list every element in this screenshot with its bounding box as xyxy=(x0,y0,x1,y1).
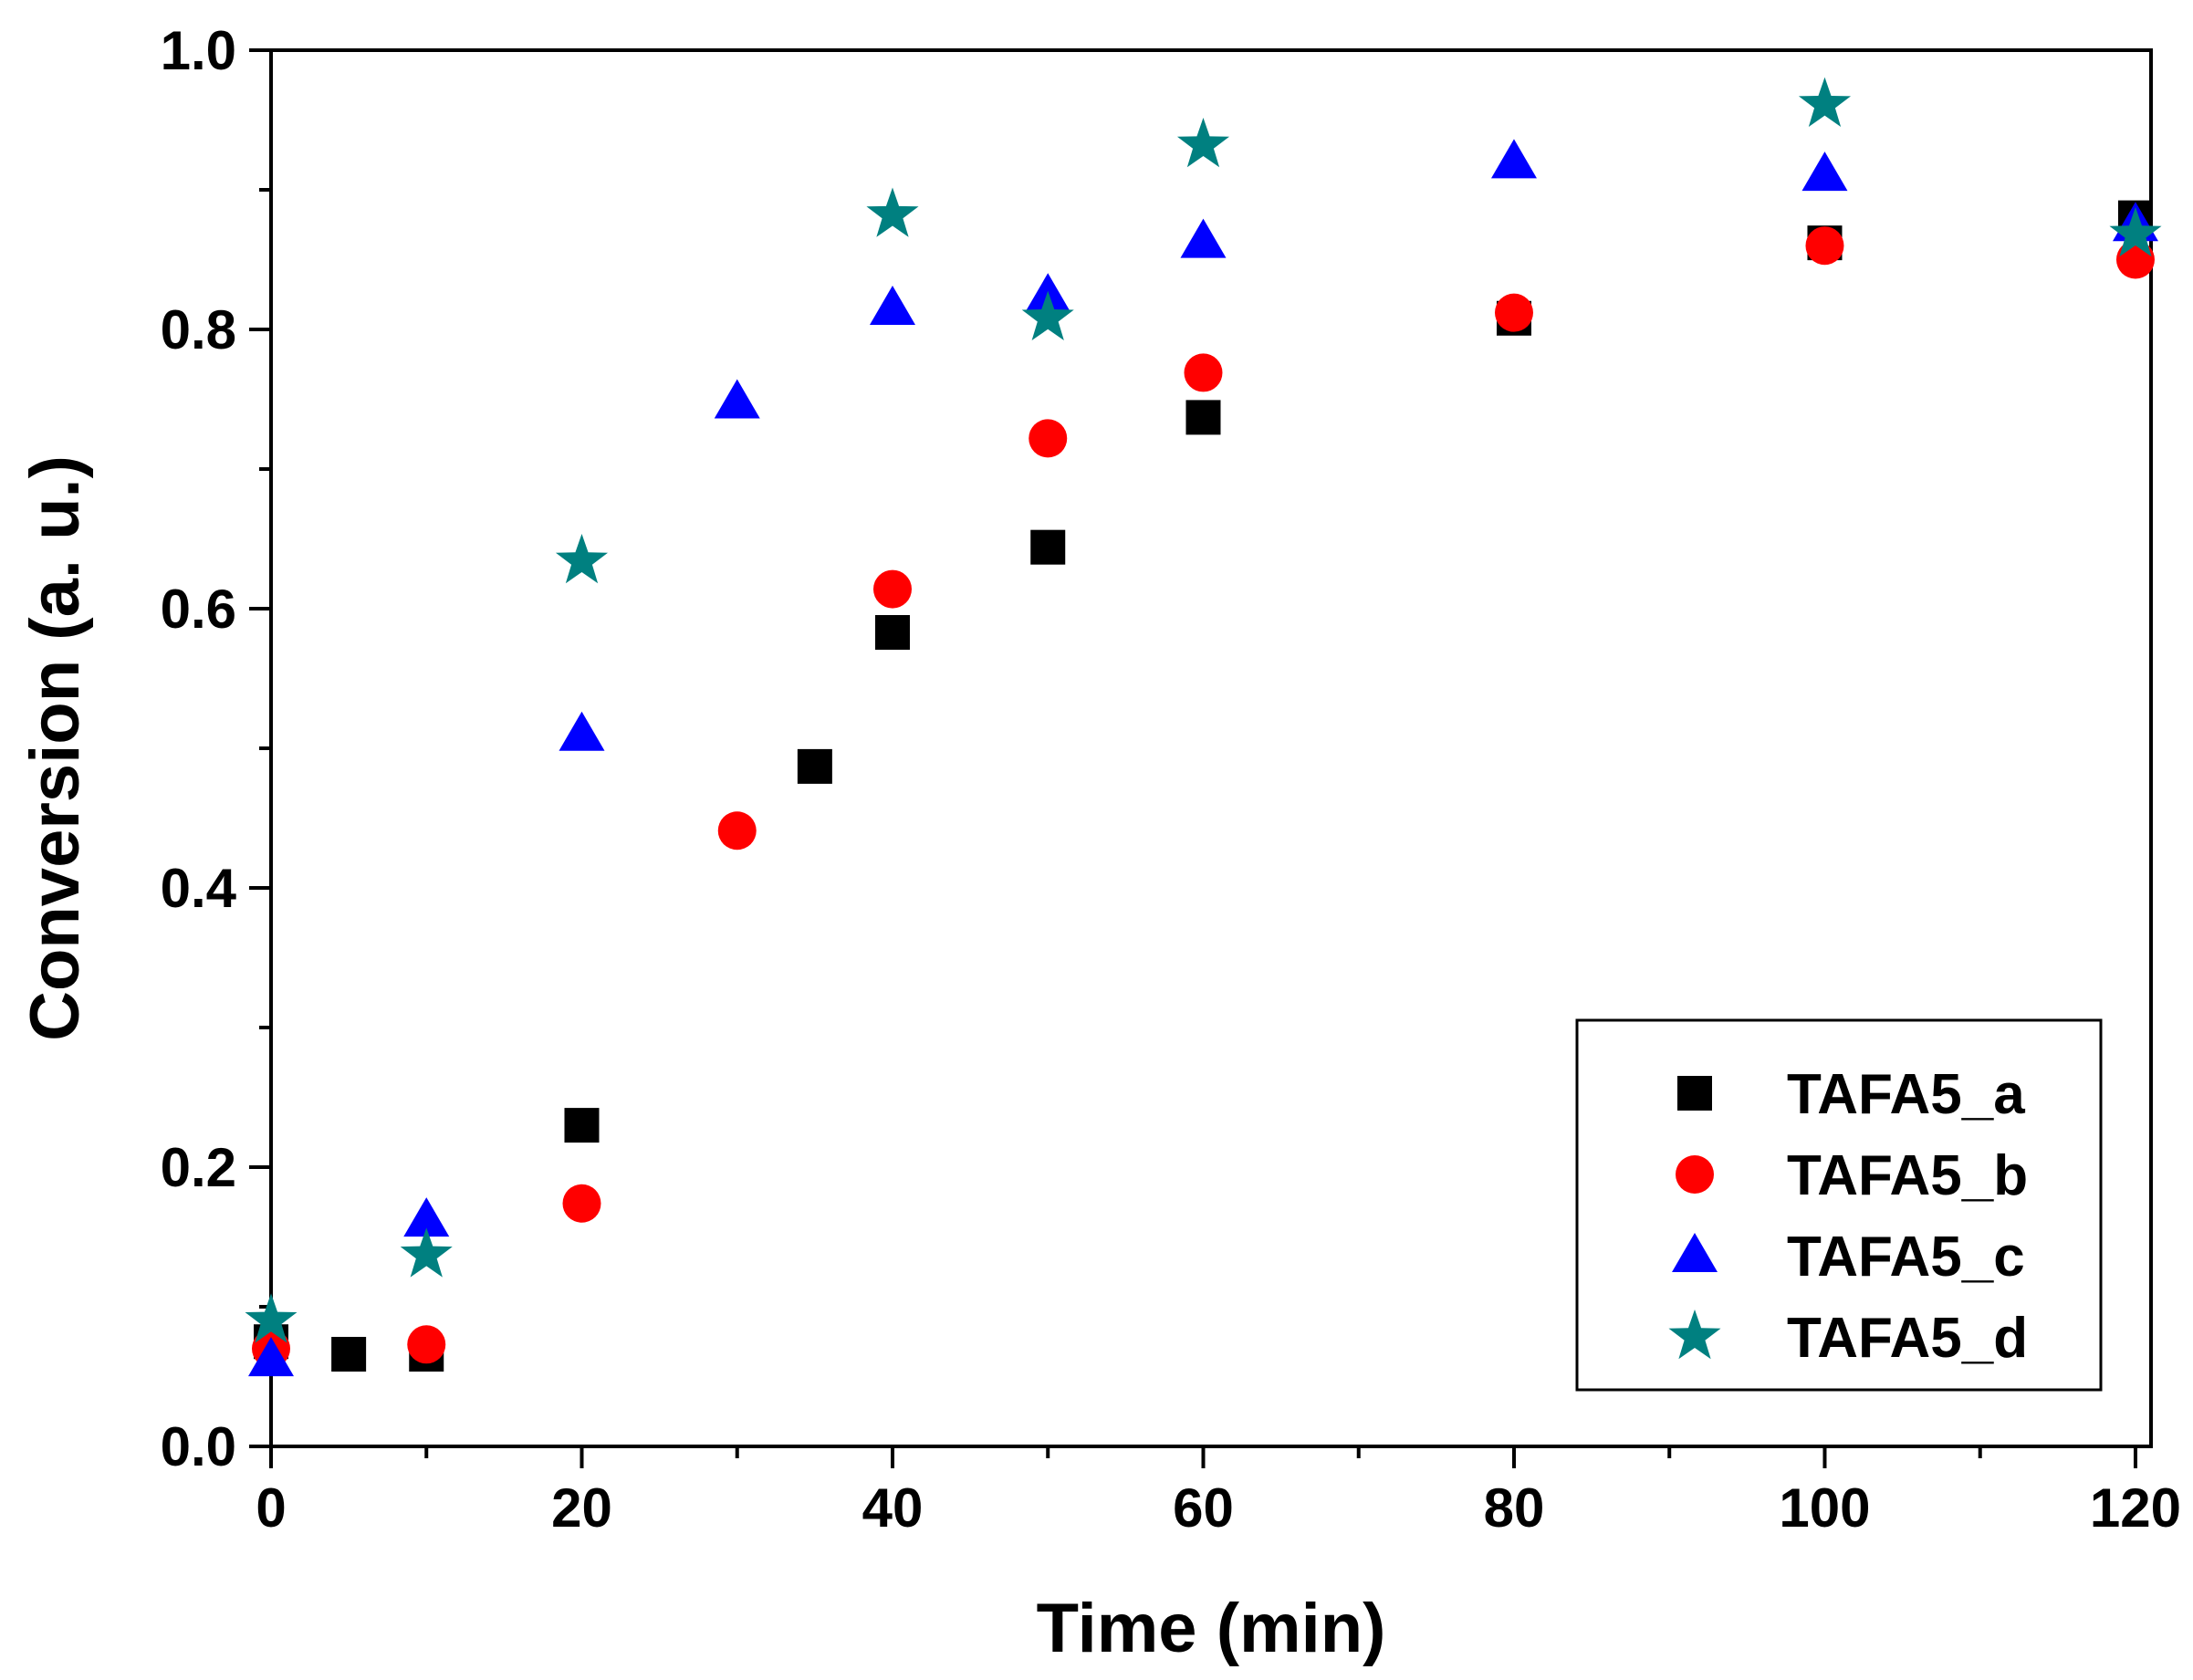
x-tick-label: 40 xyxy=(862,1477,924,1539)
y-tick-label: 0.2 xyxy=(161,1137,236,1198)
y-tick-label: 1.0 xyxy=(161,20,236,81)
x-tick-label: 0 xyxy=(256,1477,286,1539)
TAFA5_b-point xyxy=(2115,240,2155,279)
x-axis-title: Time (min) xyxy=(1037,1590,1386,1667)
legend: TAFA5_a TAFA5_b TAFA5_c TAFA5_d xyxy=(1575,1018,2103,1392)
TAFA5_d-point xyxy=(400,1227,453,1278)
TAFA5_d-point xyxy=(2109,206,2162,257)
TAFA5_b-point xyxy=(872,569,912,609)
TAFA5_b-point xyxy=(1494,293,1533,332)
TAFA5_a-point xyxy=(331,1337,367,1372)
y-axis-title: Conversion (a. u.) xyxy=(16,455,94,1041)
y-tick-label: 0.4 xyxy=(161,858,237,919)
TAFA5_b-point xyxy=(407,1325,446,1364)
y-tick-label: 0.6 xyxy=(161,579,236,640)
TAFA5_d-point xyxy=(866,187,919,237)
TAFA5_a-point xyxy=(874,615,910,651)
TAFA5_a-point xyxy=(797,748,832,784)
TAFA5_b-point xyxy=(1029,419,1068,458)
TAFA5_c-point xyxy=(559,711,605,751)
legend-entry-TAFA5_c: TAFA5_c xyxy=(1672,1226,2025,1289)
y-tick-label: 0.8 xyxy=(161,299,236,360)
TAFA5_d-point xyxy=(245,1293,298,1343)
legend-label: TAFA5_d xyxy=(1787,1307,2028,1370)
y-tick-label: 0.0 xyxy=(161,1416,236,1477)
TAFA5_c-point xyxy=(1490,139,1537,179)
TAFA5_b-point xyxy=(1184,353,1223,392)
TAFA5_c-point xyxy=(1180,218,1227,258)
legend-entry-TAFA5_b: TAFA5_b xyxy=(1676,1144,2028,1207)
x-tick-label: 80 xyxy=(1484,1477,1545,1539)
y-axis-tick-labels: 0.0 0.2 0.4 0.6 0.8 1.0 xyxy=(161,20,237,1477)
TAFA5_a-point xyxy=(1185,400,1221,435)
legend-box xyxy=(1575,1018,2103,1392)
TAFA5_d-point xyxy=(555,533,609,584)
legend-entries: TAFA5_a TAFA5_b TAFA5_c TAFA5_d xyxy=(1668,1063,2028,1370)
TAFA5_b-point xyxy=(562,1184,601,1223)
TAFA5_c-point xyxy=(869,286,915,326)
TAFA5_c-point xyxy=(1801,151,1848,192)
x-axis-ticks xyxy=(269,1446,2137,1468)
data-points xyxy=(245,77,2162,1377)
x-tick-label: 120 xyxy=(2090,1477,2181,1539)
legend-marker xyxy=(1668,1310,1721,1360)
x-tick-label: 60 xyxy=(1173,1477,1234,1539)
legend-marker xyxy=(1677,1076,1712,1111)
legend-label: TAFA5_a xyxy=(1787,1063,2025,1126)
TAFA5_b-point xyxy=(1805,226,1844,266)
TAFA5_d-point xyxy=(1798,77,1852,127)
x-tick-label: 20 xyxy=(551,1477,612,1539)
TAFA5_c-point xyxy=(248,1337,294,1377)
x-tick-label: 100 xyxy=(1779,1477,1870,1539)
series-TAFA5_d xyxy=(245,77,2162,1343)
TAFA5_a-point xyxy=(564,1108,600,1143)
legend-entry-TAFA5_a: TAFA5_a xyxy=(1677,1063,2025,1126)
legend-label: TAFA5_b xyxy=(1787,1144,2028,1207)
TAFA5_a-point xyxy=(1030,529,1066,565)
TAFA5_b-point xyxy=(717,811,757,850)
x-axis-tick-labels: 0 20 40 60 80 100 120 xyxy=(256,1477,2181,1539)
TAFA5_c-point xyxy=(714,379,760,419)
legend-marker xyxy=(1672,1233,1718,1272)
legend-marker xyxy=(1676,1155,1714,1194)
TAFA5_d-point xyxy=(1021,290,1074,341)
legend-label: TAFA5_c xyxy=(1787,1226,2025,1289)
TAFA5_c-point xyxy=(403,1197,450,1237)
legend-entry-TAFA5_d: TAFA5_d xyxy=(1668,1307,2028,1370)
y-axis-ticks xyxy=(249,48,271,1448)
TAFA5_d-point xyxy=(1176,118,1230,168)
series-TAFA5_b xyxy=(252,226,2155,1368)
